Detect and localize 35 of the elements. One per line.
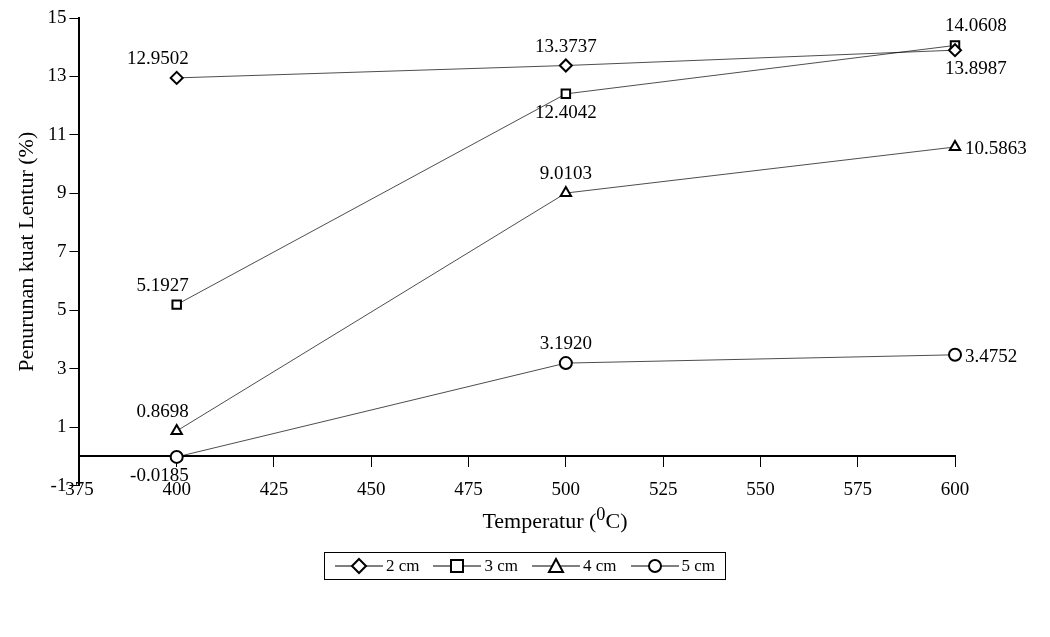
y-tick-label: 3	[56, 356, 67, 378]
legend-label: 3 cm	[484, 556, 518, 577]
y-tick-label: 11	[48, 122, 67, 144]
x-tick-label: 500	[551, 477, 581, 499]
y-tick-label: 7	[56, 239, 67, 261]
x-tick-label: 525	[648, 477, 678, 499]
data-label: 3.1920	[539, 332, 592, 354]
y-tick-label: 9	[56, 181, 67, 203]
data-label: 0.8698	[136, 399, 189, 421]
data-label: 5.1927	[136, 273, 189, 295]
x-tick-label: 575	[843, 477, 872, 499]
y-axis-title: Penurunan kuat Lentur (%)	[12, 131, 38, 372]
data-label: 10.5863	[965, 136, 1027, 158]
y-tick-label: 1	[56, 415, 67, 437]
x-tick-label: 450	[357, 477, 386, 499]
legend-label: 4 cm	[583, 556, 617, 577]
data-label: 13.3737	[534, 34, 597, 56]
x-tick-label: 375	[65, 477, 94, 499]
y-tick-label: 15	[47, 5, 67, 27]
x-tick-label: 475	[454, 477, 483, 499]
y-tick-label: -1	[50, 473, 67, 495]
data-label: 12.9502	[126, 46, 189, 68]
data-label: 9.0103	[539, 162, 592, 184]
x-tick-label: 550	[746, 477, 775, 499]
x-tick-label: 600	[940, 477, 970, 499]
y-tick-label: 5	[56, 298, 67, 320]
data-label: 14.0608	[945, 14, 1007, 36]
y-tick-label: 13	[47, 64, 67, 86]
data-label: 3.4752	[965, 344, 1018, 366]
legend-label: 5 cm	[681, 556, 716, 577]
x-axis-title: Temperatur ($^{0}$C)	[481, 504, 629, 535]
x-tick-label: 425	[259, 477, 289, 499]
data-label: 13.8987	[945, 57, 1007, 79]
legend-label: 2 cm	[385, 556, 420, 577]
data-label: 12.4042	[534, 100, 597, 122]
